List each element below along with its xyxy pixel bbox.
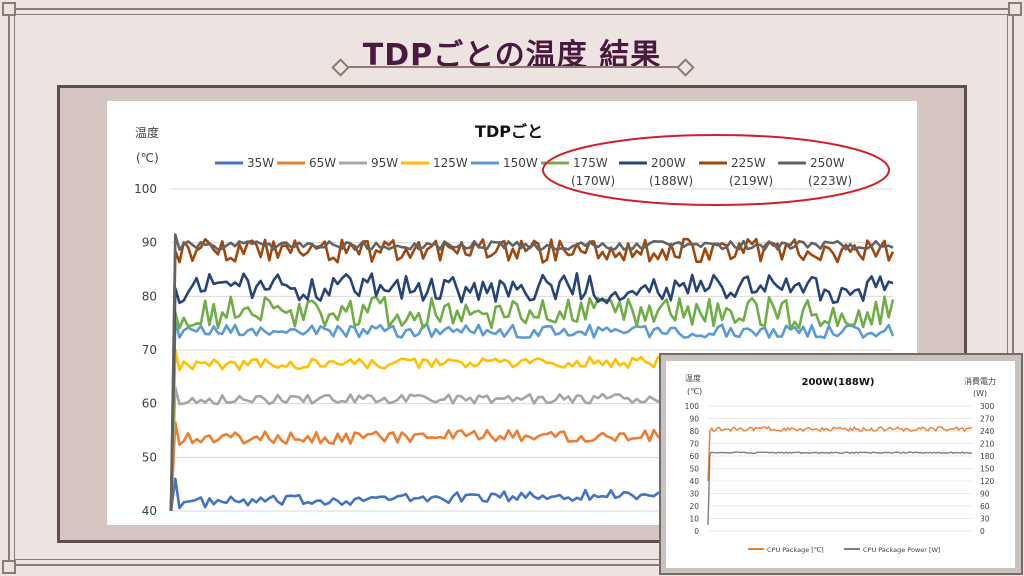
inset-ytick-left: 0 <box>694 527 699 536</box>
inset-chart-panel: 0 10 20 30 40 50 60 70 80 90 100 0 30 60 90 120 150 180 21… <box>666 361 1015 568</box>
main-legend-label: 200W <box>651 156 686 170</box>
inset-ylabel-left-line2: (℃) <box>687 387 702 396</box>
inset-ytick-left: 10 <box>689 515 699 524</box>
main-legend-label: 125W <box>433 156 468 170</box>
inset-ytick-right: 300 <box>980 402 995 411</box>
main-series-line-250W <box>169 233 894 512</box>
main-ytick-label: 100 <box>134 182 157 196</box>
inset-ylabel-left-line1: 温度 <box>685 373 701 383</box>
inset-ytick-right: 210 <box>980 440 995 449</box>
main-ytick-label: 70 <box>142 343 157 357</box>
inset-ytick-left: 20 <box>689 502 699 511</box>
main-legend-label: 225W <box>731 156 766 170</box>
main-legend-label: 150W <box>503 156 538 170</box>
main-legend-sublabel: (219W) <box>729 174 773 188</box>
main-ytick-label: 80 <box>142 289 157 303</box>
main-chart-title: TDPごと <box>475 122 543 141</box>
inset-ytick-left: 70 <box>689 440 699 449</box>
main-series-line-175W <box>169 295 895 512</box>
inset-chart: 0 10 20 30 40 50 60 70 80 90 100 0 30 60 90 120 150 180 21… <box>685 373 996 554</box>
main-series-line-150W <box>169 319 895 512</box>
inset-ytick-right: 60 <box>980 502 990 511</box>
inset-ytick-right: 120 <box>980 477 995 486</box>
main-legend-sublabel: (170W) <box>571 174 615 188</box>
inset-chart-title: 200W(188W) <box>802 377 875 388</box>
main-ytick-label: 60 <box>142 397 157 411</box>
inset-legend-label: CPU Package [℃] <box>767 546 824 554</box>
corner-ornament-bottom-left <box>2 560 16 574</box>
inset-ytick-left: 90 <box>689 415 699 424</box>
inset-ytick-right: 150 <box>980 465 995 474</box>
main-legend-label: 95W <box>371 156 398 170</box>
inset-ytick-right: 30 <box>980 515 990 524</box>
inset-ytick-right: 0 <box>980 527 985 536</box>
main-ytick-label: 40 <box>142 504 157 518</box>
main-chart-ylabel-line2: (℃) <box>136 151 159 165</box>
inset-ytick-right: 240 <box>980 427 995 436</box>
inset-ytick-left: 30 <box>689 490 699 499</box>
main-legend-sublabel: (223W) <box>808 174 852 188</box>
inset-legend-label: CPU Package Power [W] <box>863 546 941 554</box>
corner-ornament-top-left <box>2 2 16 16</box>
inset-ylabel-right-line1: 消費電力 <box>964 376 996 386</box>
main-legend-label: 250W <box>810 156 845 170</box>
inset-series-line <box>707 425 973 482</box>
inset-ytick-right: 270 <box>980 415 995 424</box>
slide-border-outer <box>8 8 1014 566</box>
inset-ylabel-right-line2: (W) <box>973 389 987 398</box>
main-legend-label: 35W <box>247 156 274 170</box>
corner-ornament-top-right <box>1008 2 1022 16</box>
inset-ytick-left: 100 <box>685 402 700 411</box>
main-legend-label: 65W <box>309 156 336 170</box>
main-legend-label: 175W <box>573 156 608 170</box>
main-chart-ylabel-line1: 温度 <box>135 125 159 140</box>
main-series-line-200W <box>169 272 894 512</box>
title-underline <box>340 66 684 68</box>
inset-ytick-left: 50 <box>689 465 699 474</box>
inset-ytick-left: 60 <box>689 452 699 461</box>
inset-ytick-right: 180 <box>980 452 995 461</box>
inset-series-line <box>707 451 973 525</box>
main-ytick-label: 90 <box>142 236 157 250</box>
inset-ytick-right: 90 <box>980 490 990 499</box>
main-ytick-label: 50 <box>142 450 157 464</box>
inset-ytick-left: 80 <box>689 427 699 436</box>
main-legend-sublabel: (188W) <box>649 174 693 188</box>
inset-ytick-left: 40 <box>689 477 699 486</box>
slide-border-inner <box>14 14 1008 560</box>
